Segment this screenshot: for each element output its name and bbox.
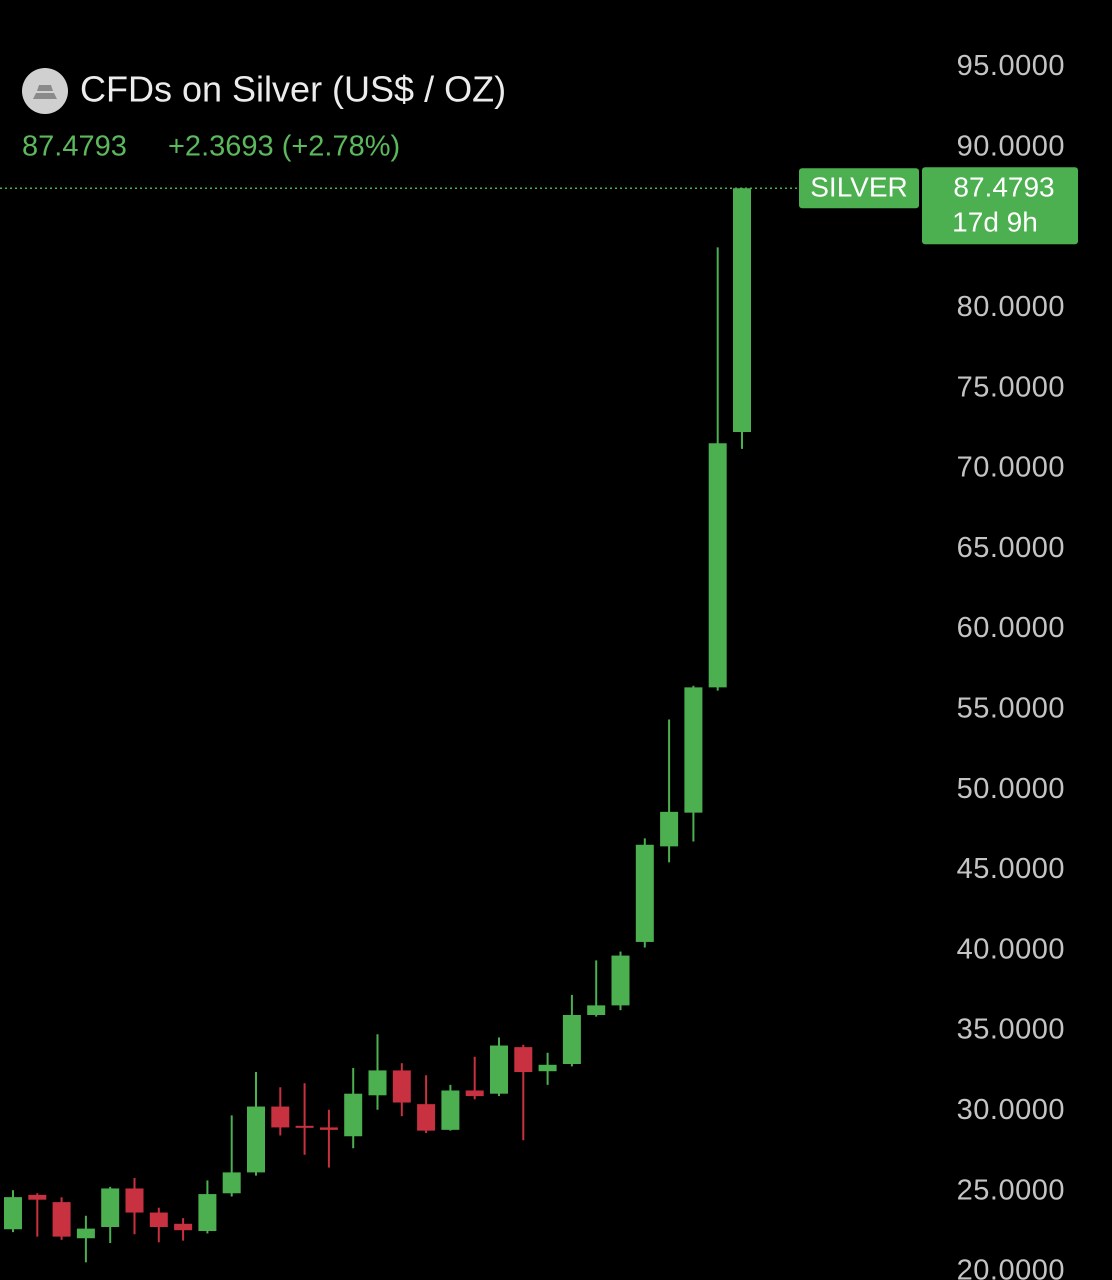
- candle-body: [538, 1064, 557, 1072]
- y-tick-label: 80.0000: [957, 291, 1065, 323]
- last-price: 87.4793: [22, 131, 127, 163]
- y-tick-label: 40.0000: [957, 933, 1065, 965]
- candle-body: [562, 1015, 581, 1064]
- candle-body: [101, 1188, 120, 1228]
- candle-body: [587, 1005, 606, 1016]
- y-tick-label: 25.0000: [957, 1174, 1065, 1206]
- y-tick-label: 70.0000: [957, 452, 1065, 484]
- candle-body: [198, 1194, 217, 1232]
- price-tag-value: 87.4793: [953, 172, 1054, 203]
- y-tick-label: 55.0000: [957, 693, 1065, 725]
- icon-bars: [33, 85, 57, 99]
- y-tick-label: 45.0000: [957, 853, 1065, 885]
- candle-body: [611, 955, 630, 1006]
- y-tick-label: 95.0000: [957, 50, 1065, 82]
- symbol-tag: [799, 168, 919, 209]
- y-tick-label: 20.0000: [957, 1255, 1065, 1280]
- candle-body: [490, 1045, 508, 1094]
- candle-body: [271, 1106, 290, 1128]
- candle-body: [76, 1228, 95, 1239]
- candle-body: [247, 1106, 265, 1173]
- candle-body: [660, 811, 679, 847]
- chart-title: CFDs on Silver (US$ / OZ): [80, 69, 506, 110]
- symbol-tag-label: SILVER: [810, 172, 908, 203]
- candle-body: [684, 687, 703, 813]
- candle-body: [635, 844, 654, 942]
- candle-body: [222, 1172, 241, 1194]
- candle-body: [465, 1090, 484, 1097]
- candle-body: [174, 1223, 193, 1231]
- candle-body: [344, 1093, 363, 1137]
- candle-body: [125, 1188, 144, 1213]
- candle-body: [417, 1104, 436, 1131]
- candle-body: [149, 1212, 168, 1228]
- candle-body: [708, 443, 727, 688]
- candle-body: [441, 1090, 460, 1130]
- candle-body: [514, 1047, 533, 1073]
- candle-body: [295, 1125, 314, 1128]
- y-tick-label: 50.0000: [957, 773, 1065, 805]
- y-tick-label: 75.0000: [957, 371, 1065, 403]
- candle-body: [4, 1197, 22, 1230]
- candle-body: [392, 1070, 411, 1103]
- candle-body: [28, 1194, 47, 1200]
- price-tag: [922, 167, 1078, 245]
- price-change: +2.3693 (+2.78%): [168, 131, 400, 163]
- header: CFDs on Silver (US$ / OZ) 87.4793 +2.369…: [22, 68, 506, 163]
- y-tick-label: 30.0000: [957, 1094, 1065, 1126]
- y-tick-label: 35.0000: [957, 1014, 1065, 1046]
- candle-body: [319, 1127, 338, 1130]
- candle-body: [368, 1070, 387, 1096]
- candle-body: [52, 1202, 71, 1237]
- y-tick-label: 60.0000: [957, 612, 1065, 644]
- price-tag-countdown: 17d 9h: [952, 207, 1038, 238]
- y-tick-label: 90.0000: [957, 130, 1065, 162]
- y-tick-label: 65.0000: [957, 532, 1065, 564]
- candle-body: [733, 188, 751, 433]
